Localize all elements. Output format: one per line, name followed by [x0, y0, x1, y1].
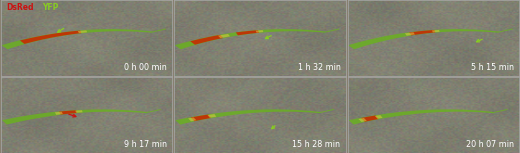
- Polygon shape: [207, 114, 216, 118]
- Polygon shape: [175, 109, 320, 125]
- Polygon shape: [78, 30, 87, 33]
- Text: 9 h 17 min: 9 h 17 min: [124, 140, 167, 149]
- Polygon shape: [190, 35, 223, 45]
- Text: DsRed: DsRed: [6, 3, 34, 12]
- Polygon shape: [191, 115, 211, 121]
- Polygon shape: [59, 110, 77, 115]
- Polygon shape: [432, 30, 439, 32]
- Text: YFP: YFP: [42, 3, 59, 12]
- Polygon shape: [75, 110, 83, 113]
- Polygon shape: [358, 118, 367, 122]
- Polygon shape: [2, 109, 147, 125]
- Polygon shape: [256, 30, 263, 33]
- Polygon shape: [20, 31, 82, 44]
- Polygon shape: [2, 29, 152, 49]
- Polygon shape: [375, 115, 383, 119]
- Polygon shape: [175, 29, 326, 49]
- Text: 15 h 28 min: 15 h 28 min: [292, 140, 341, 149]
- Polygon shape: [218, 34, 230, 38]
- Polygon shape: [236, 30, 259, 35]
- Text: 20 h 07 min: 20 h 07 min: [466, 140, 514, 149]
- Polygon shape: [405, 32, 415, 36]
- Polygon shape: [348, 29, 499, 49]
- Text: 1 h 32 min: 1 h 32 min: [297, 63, 341, 72]
- Polygon shape: [188, 117, 197, 121]
- Polygon shape: [361, 116, 379, 122]
- Polygon shape: [348, 109, 493, 125]
- Text: 5 h 15 min: 5 h 15 min: [471, 63, 514, 72]
- Polygon shape: [55, 112, 63, 115]
- Text: 0 h 00 min: 0 h 00 min: [124, 63, 167, 72]
- Polygon shape: [409, 30, 435, 35]
